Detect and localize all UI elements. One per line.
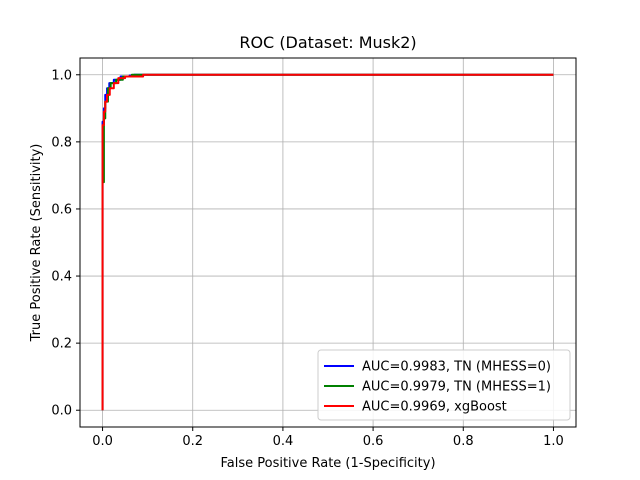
legend-box xyxy=(317,349,571,421)
plot-frame xyxy=(79,57,577,428)
y-tick-label: 1.0 xyxy=(51,68,72,83)
y-tick-label: 0.2 xyxy=(51,337,72,352)
legend-label-2: AUC=0.9969, xgBoost xyxy=(362,400,507,415)
y-tick-label: 0.4 xyxy=(51,270,72,285)
chart-title: ROC (Dataset: Musk2) xyxy=(239,33,416,52)
y-tick-label: 0.0 xyxy=(51,404,72,419)
y-tick-label: 0.6 xyxy=(51,202,72,217)
x-tick-label: 0.2 xyxy=(182,434,203,449)
x-tick-label: 1.0 xyxy=(543,434,564,449)
x-tick-label: 0.4 xyxy=(273,434,294,449)
series-line-2 xyxy=(101,73,554,411)
legend-label-1: AUC=0.9979, TN (MHESS=1) xyxy=(362,380,551,395)
legend-label-0: AUC=0.9983, TN (MHESS=0) xyxy=(362,360,551,375)
x-tick-label: 0.6 xyxy=(363,434,384,449)
legend: AUC=0.9983, TN (MHESS=0) AUC=0.9979, TN (… xyxy=(317,349,571,421)
series-layer xyxy=(101,73,554,411)
y-tick-label: 0.8 xyxy=(51,135,72,150)
grid-lines xyxy=(80,58,576,427)
x-tick-label: 0.8 xyxy=(453,434,474,449)
x-axis-ticks: 0.0 0.2 0.4 0.6 0.8 1.0 xyxy=(92,427,564,449)
y-axis-ticks: 0.0 0.2 0.4 0.6 0.8 1.0 xyxy=(51,68,80,419)
x-axis-label: False Positive Rate (1-Specificity) xyxy=(220,456,435,471)
x-tick-label: 0.0 xyxy=(92,434,113,449)
y-axis-label: True Positive Rate (Sensitivity) xyxy=(29,144,44,343)
